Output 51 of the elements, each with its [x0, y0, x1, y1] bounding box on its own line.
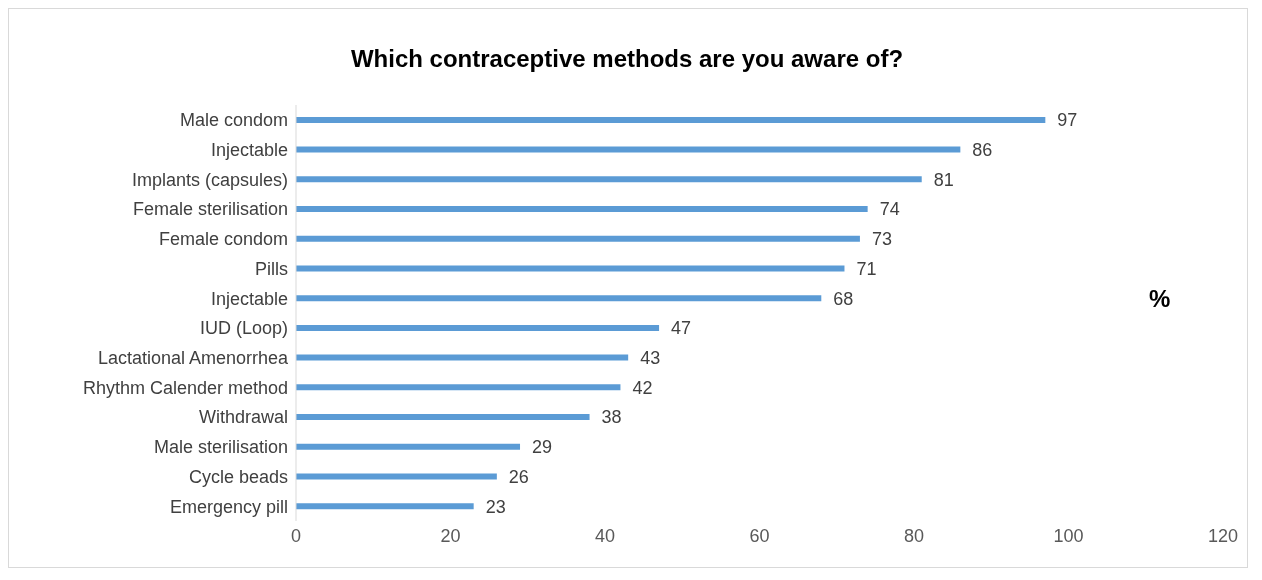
x-tick-label: 0: [290, 525, 302, 546]
bar: [296, 176, 922, 183]
data-label: 38: [601, 407, 622, 428]
data-label: 68: [833, 288, 854, 309]
data-label: 43: [640, 347, 661, 368]
data-label: 23: [485, 496, 506, 517]
y-tick-label: Male condom: [179, 110, 288, 131]
y-tick-label: IUD (Loop): [199, 318, 288, 339]
data-label: 26: [508, 466, 529, 487]
bar: [296, 265, 845, 272]
bar: [296, 116, 1046, 123]
x-tick-label: 60: [749, 525, 770, 546]
x-tick-label: 120: [1207, 525, 1239, 546]
bar: [296, 295, 822, 302]
data-label: 97: [1057, 110, 1078, 131]
x-tick-label: 40: [594, 525, 616, 546]
x-axis-title: %: [1149, 285, 1171, 313]
y-tick-label: Female sterilisation: [132, 199, 288, 220]
data-label: 86: [972, 139, 993, 160]
x-tick-label: 80: [903, 525, 925, 546]
bar: [296, 384, 621, 391]
bar: [296, 503, 474, 510]
bar: [296, 414, 590, 421]
y-tick-label: Lactational Amenorrhea: [97, 347, 289, 368]
bar: [296, 354, 629, 361]
data-label: 81: [933, 169, 954, 190]
bar: [296, 235, 860, 242]
bar: [296, 473, 497, 480]
y-tick-label: Injectable: [210, 288, 288, 309]
data-label: 42: [632, 377, 653, 398]
x-tick-label: 100: [1053, 525, 1084, 546]
data-label: 47: [671, 318, 692, 339]
y-tick-label: Female condom: [158, 229, 288, 250]
data-label: 71: [856, 258, 877, 279]
y-tick-label: Withdrawal: [198, 407, 288, 428]
y-tick-label: Emergency pill: [169, 496, 288, 517]
y-tick-label: Implants (capsules): [131, 169, 288, 190]
bar: [296, 324, 660, 331]
y-tick-label: Pills: [254, 258, 288, 279]
y-tick-label: Cycle beads: [188, 466, 288, 487]
x-tick-label: 20: [440, 525, 461, 546]
data-label: 74: [879, 199, 900, 220]
y-tick-label: Rhythm Calender method: [82, 377, 288, 398]
data-label: 29: [532, 437, 553, 458]
bar: [296, 146, 961, 153]
data-label: 73: [871, 229, 892, 250]
bar: [296, 443, 521, 450]
y-tick-label: Male sterilisation: [153, 437, 288, 458]
chart-title: Which contraceptive methods are you aware of?: [349, 45, 905, 73]
bar: [296, 206, 868, 213]
y-tick-label: Injectable: [210, 139, 288, 160]
